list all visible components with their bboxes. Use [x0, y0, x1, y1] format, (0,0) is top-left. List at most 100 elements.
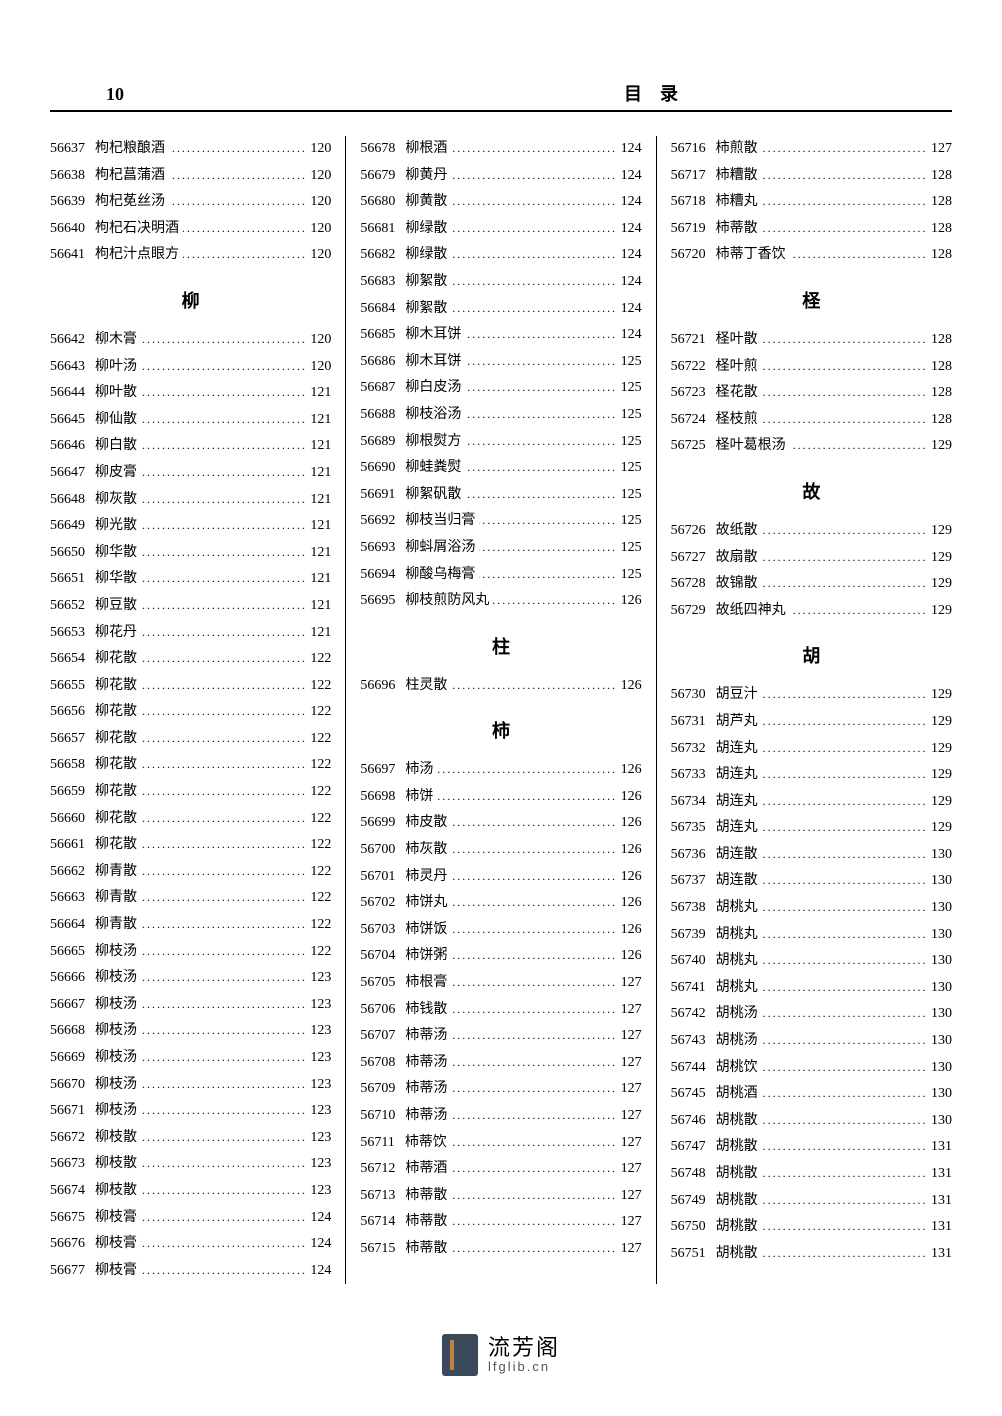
leader-dots [141, 996, 306, 1008]
entry-id: 56698 [360, 784, 395, 811]
entry-page: 120 [310, 327, 331, 354]
leader-dots [762, 1218, 927, 1230]
leader-dots [141, 517, 306, 529]
entry-id: 56668 [50, 1018, 85, 1045]
entry-page: 125 [621, 375, 642, 402]
leader-dots [762, 1112, 927, 1124]
entry-page: 126 [621, 943, 642, 970]
entry-id: 56741 [671, 975, 706, 1002]
index-entry: 56694柳酸乌梅膏125 [360, 562, 641, 589]
leader-dots [141, 810, 306, 822]
index-entry: 56734胡连丸129 [671, 789, 952, 816]
index-entry: 56711柿蒂饮127 [360, 1130, 641, 1157]
entry-id: 56651 [50, 566, 85, 593]
entry-page: 123 [310, 992, 331, 1019]
index-entry: 56665柳枝汤122 [50, 939, 331, 966]
index-entry: 56735胡连丸129 [671, 815, 952, 842]
entry-page: 131 [931, 1241, 952, 1268]
index-entry: 56716柿煎散127 [671, 136, 952, 163]
entry-page: 128 [931, 242, 952, 269]
entry-name: 胡桃丸 [716, 948, 758, 975]
entry-id: 56747 [671, 1134, 706, 1161]
entry-page: 120 [310, 136, 331, 163]
entry-name: 胡桃汤 [716, 1028, 758, 1055]
index-entry: 56691柳絮矾散125 [360, 482, 641, 509]
entry-page: 130 [931, 1081, 952, 1108]
entry-name: 柳枝膏 [95, 1258, 137, 1285]
leader-dots [762, 1245, 927, 1257]
entry-name: 柳枝汤 [95, 1018, 137, 1045]
index-entry: 56675柳枝膏124 [50, 1205, 331, 1232]
entry-page: 123 [310, 1151, 331, 1178]
leader-dots [762, 220, 927, 232]
entry-id: 56711 [360, 1130, 394, 1157]
entry-name: 柿蒂饮 [405, 1130, 447, 1157]
entry-name: 胡桃饮 [716, 1055, 758, 1082]
leader-dots [437, 788, 616, 800]
leader-dots [141, 1182, 306, 1194]
entry-page: 123 [310, 1178, 331, 1205]
leader-dots [790, 602, 927, 614]
entry-page: 129 [931, 598, 952, 625]
leader-dots [762, 872, 927, 884]
entry-page: 125 [621, 508, 642, 535]
entry-id: 56641 [50, 242, 85, 269]
entry-name: 柳青散 [95, 885, 137, 912]
leader-dots [465, 353, 616, 365]
entry-id: 56690 [360, 455, 395, 482]
entry-page: 126 [621, 890, 642, 917]
entry-id: 56646 [50, 433, 85, 460]
leader-dots [141, 863, 306, 875]
index-entry: 56697柿汤126 [360, 757, 641, 784]
entry-page: 122 [310, 646, 331, 673]
leader-dots [141, 756, 306, 768]
entry-name: 枸杞汁点眼方 [95, 242, 179, 269]
entry-page: 124 [621, 136, 642, 163]
entry-id: 56716 [671, 136, 706, 163]
entry-name: 柿灰散 [405, 837, 447, 864]
entry-name: 柳絮矾散 [405, 482, 461, 509]
entry-name: 柿蒂散 [405, 1183, 447, 1210]
entry-name: 胡桃丸 [716, 975, 758, 1002]
page-header: 10 目录 [50, 80, 952, 112]
index-entry: 56693柳蚪屑浴汤125 [360, 535, 641, 562]
entry-name: 柿饼 [405, 784, 433, 811]
index-entry: 56709柿蒂汤127 [360, 1076, 641, 1103]
entry-page: 125 [621, 349, 642, 376]
entry-name: 柳叶散 [95, 380, 137, 407]
entry-name: 胡豆汁 [716, 682, 758, 709]
entry-page: 130 [931, 842, 952, 869]
index-entry: 56718柿糟丸128 [671, 189, 952, 216]
index-entry: 56749胡桃散131 [671, 1188, 952, 1215]
entry-page: 120 [310, 163, 331, 190]
index-entry: 56683柳絮散124 [360, 269, 641, 296]
index-entry: 56722柽叶煎128 [671, 354, 952, 381]
entry-name: 柿煎散 [716, 136, 758, 163]
index-entry: 56740胡桃丸130 [671, 948, 952, 975]
entry-name: 柿糟丸 [716, 189, 758, 216]
index-entry: 56707柿蒂汤127 [360, 1023, 641, 1050]
entry-page: 124 [310, 1231, 331, 1258]
index-entry: 56689柳根熨方125 [360, 429, 641, 456]
entry-page: 120 [310, 354, 331, 381]
entry-id: 56670 [50, 1072, 85, 1099]
entry-name: 柳叶汤 [95, 354, 137, 381]
entry-name: 胡桃散 [716, 1134, 758, 1161]
entry-page: 130 [931, 1001, 952, 1028]
entry-id: 56704 [360, 943, 395, 970]
entry-id: 56667 [50, 992, 85, 1019]
index-entry: 56708柿蒂汤127 [360, 1050, 641, 1077]
index-entry: 56727故扇散129 [671, 545, 952, 572]
leader-dots [141, 783, 306, 795]
index-entry: 56655柳花散122 [50, 673, 331, 700]
footer: 流芳阁 lfglib.cn [0, 1334, 1002, 1376]
index-entry: 56713柿蒂散127 [360, 1183, 641, 1210]
entry-name: 柽叶散 [716, 327, 758, 354]
entry-page: 126 [621, 784, 642, 811]
index-columns: 56637枸杞粮酿酒12056638枸杞菖蒲酒12056639枸杞莬丝汤1205… [50, 136, 952, 1284]
entry-id: 56720 [671, 242, 706, 269]
entry-name: 柳枝散 [95, 1151, 137, 1178]
entry-name: 胡桃丸 [716, 895, 758, 922]
index-entry: 56726故纸散129 [671, 518, 952, 545]
entry-name: 柳绿散 [405, 242, 447, 269]
